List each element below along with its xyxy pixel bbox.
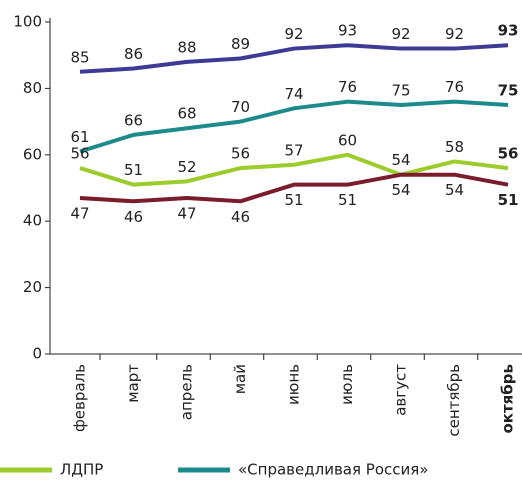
data-label: 46 xyxy=(231,208,250,226)
data-label: 61 xyxy=(70,128,89,146)
x-tick-label: июль xyxy=(338,364,356,405)
data-label: 54 xyxy=(391,181,410,199)
series-line xyxy=(79,172,509,204)
data-label: 93 xyxy=(498,22,519,40)
data-label: 70 xyxy=(231,98,250,116)
data-label: 74 xyxy=(284,85,303,103)
data-label: 68 xyxy=(177,105,196,123)
data-label: 66 xyxy=(124,111,143,129)
y-tick-label: 0 xyxy=(32,345,42,363)
data-label: 93 xyxy=(338,22,357,40)
data-label: 85 xyxy=(70,48,89,66)
data-label: 57 xyxy=(284,141,303,159)
data-label: 89 xyxy=(231,35,250,53)
y-tick-label: 80 xyxy=(23,79,42,97)
data-label: 76 xyxy=(445,78,464,96)
x-tick-label: февраль xyxy=(71,364,89,432)
series-line xyxy=(79,99,509,154)
legend-label: «Справедливая Россия» xyxy=(238,461,428,479)
data-label: 54 xyxy=(445,181,464,199)
data-label: 88 xyxy=(177,38,196,56)
data-label: 56 xyxy=(231,145,250,163)
y-tick-label: 60 xyxy=(23,145,42,163)
data-label: 51 xyxy=(498,191,519,209)
data-label: 92 xyxy=(391,25,410,43)
data-label: 46 xyxy=(124,208,143,226)
series-line xyxy=(79,43,509,74)
data-label: 75 xyxy=(498,82,519,100)
data-label: 60 xyxy=(338,131,357,149)
x-tick-label: июнь xyxy=(285,364,303,405)
data-label: 51 xyxy=(338,191,357,209)
legend-label: ЛДПР xyxy=(60,461,103,479)
data-label: 52 xyxy=(177,158,196,176)
x-tick-label: октябрь xyxy=(499,364,517,434)
y-tick-label: 40 xyxy=(23,212,42,230)
data-label: 76 xyxy=(338,78,357,96)
y-tick-label: 20 xyxy=(23,278,42,296)
data-label: 56 xyxy=(498,145,519,163)
x-tick-label: май xyxy=(231,364,249,394)
x-tick-label: март xyxy=(124,364,142,403)
data-label: 75 xyxy=(391,82,410,100)
series-line xyxy=(79,152,509,187)
x-tick-label: апрель xyxy=(178,364,196,420)
data-label: 92 xyxy=(445,25,464,43)
data-label: 47 xyxy=(177,204,196,222)
data-label: 58 xyxy=(445,138,464,156)
data-label: 56 xyxy=(70,145,89,163)
data-label: 47 xyxy=(70,204,89,222)
data-label: 51 xyxy=(284,191,303,209)
data-label: 51 xyxy=(124,161,143,179)
data-label: 54 xyxy=(391,151,410,169)
data-label: 92 xyxy=(284,25,303,43)
data-label: 86 xyxy=(124,45,143,63)
y-tick-label: 100 xyxy=(13,13,42,31)
x-tick-label: сентябрь xyxy=(445,364,463,437)
x-tick-label: август xyxy=(392,364,410,416)
